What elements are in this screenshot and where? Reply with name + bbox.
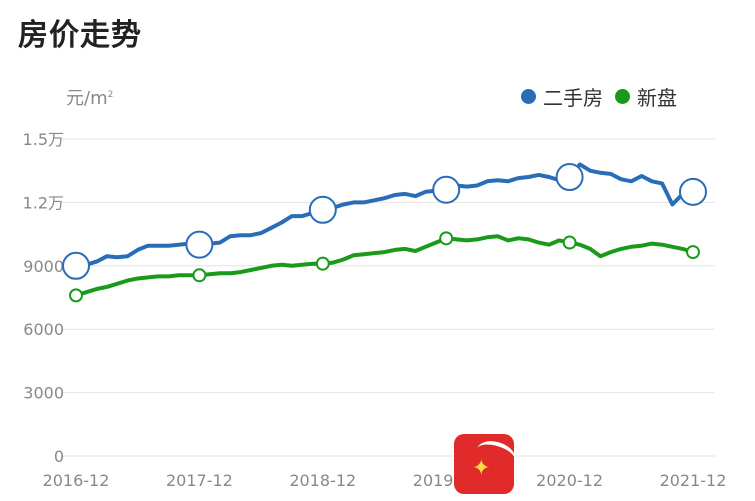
y-tick-label: 1.2万 xyxy=(23,193,64,212)
legend-dot-new xyxy=(615,89,630,104)
series-line-new xyxy=(74,234,695,298)
x-tick-label: 2017-12 xyxy=(166,471,233,490)
legend-dot-resale xyxy=(521,89,536,104)
y-tick-label: 1.5万 xyxy=(23,130,64,149)
y-tick-label: 6000 xyxy=(23,320,64,339)
y-unit-text: 元/m xyxy=(66,88,108,109)
page-title: 房价走势 xyxy=(18,18,142,53)
data-point-marker xyxy=(192,268,207,283)
y-tick-label: 3000 xyxy=(23,384,64,403)
watermark-logo: ✦ xyxy=(454,434,520,494)
data-point-marker xyxy=(439,231,454,246)
data-point-marker xyxy=(562,235,577,250)
star-icon: ✦ xyxy=(472,456,491,481)
x-tick-label: 2016-12 xyxy=(43,471,110,490)
data-point-marker xyxy=(185,230,214,259)
data-point-marker xyxy=(686,245,700,260)
data-point-marker xyxy=(432,175,461,204)
y-tick-label: 9000 xyxy=(23,257,64,276)
x-tick-label: 2018-12 xyxy=(289,471,356,490)
x-tick-label: 2021-12 xyxy=(660,471,727,490)
data-point-marker xyxy=(555,163,584,192)
legend-item-resale[interactable]: 二手房 xyxy=(521,82,603,111)
y-unit-label: 元/m2 xyxy=(66,84,113,110)
legend-label-resale: 二手房 xyxy=(543,86,603,110)
legend-label-new: 新盘 xyxy=(637,86,677,110)
legend-item-new[interactable]: 新盘 xyxy=(615,82,677,111)
series-line-resale xyxy=(74,162,695,268)
data-point-marker xyxy=(679,177,707,206)
data-point-marker xyxy=(62,251,90,280)
y-tick-label: 0 xyxy=(54,447,64,466)
x-tick-label: 2020-12 xyxy=(536,471,603,490)
data-point-marker xyxy=(69,288,83,303)
data-point-marker xyxy=(308,195,337,224)
data-point-marker xyxy=(315,256,330,271)
chart-legend: 二手房 新盘 xyxy=(509,82,677,111)
y-unit-superscript: 2 xyxy=(107,90,114,100)
